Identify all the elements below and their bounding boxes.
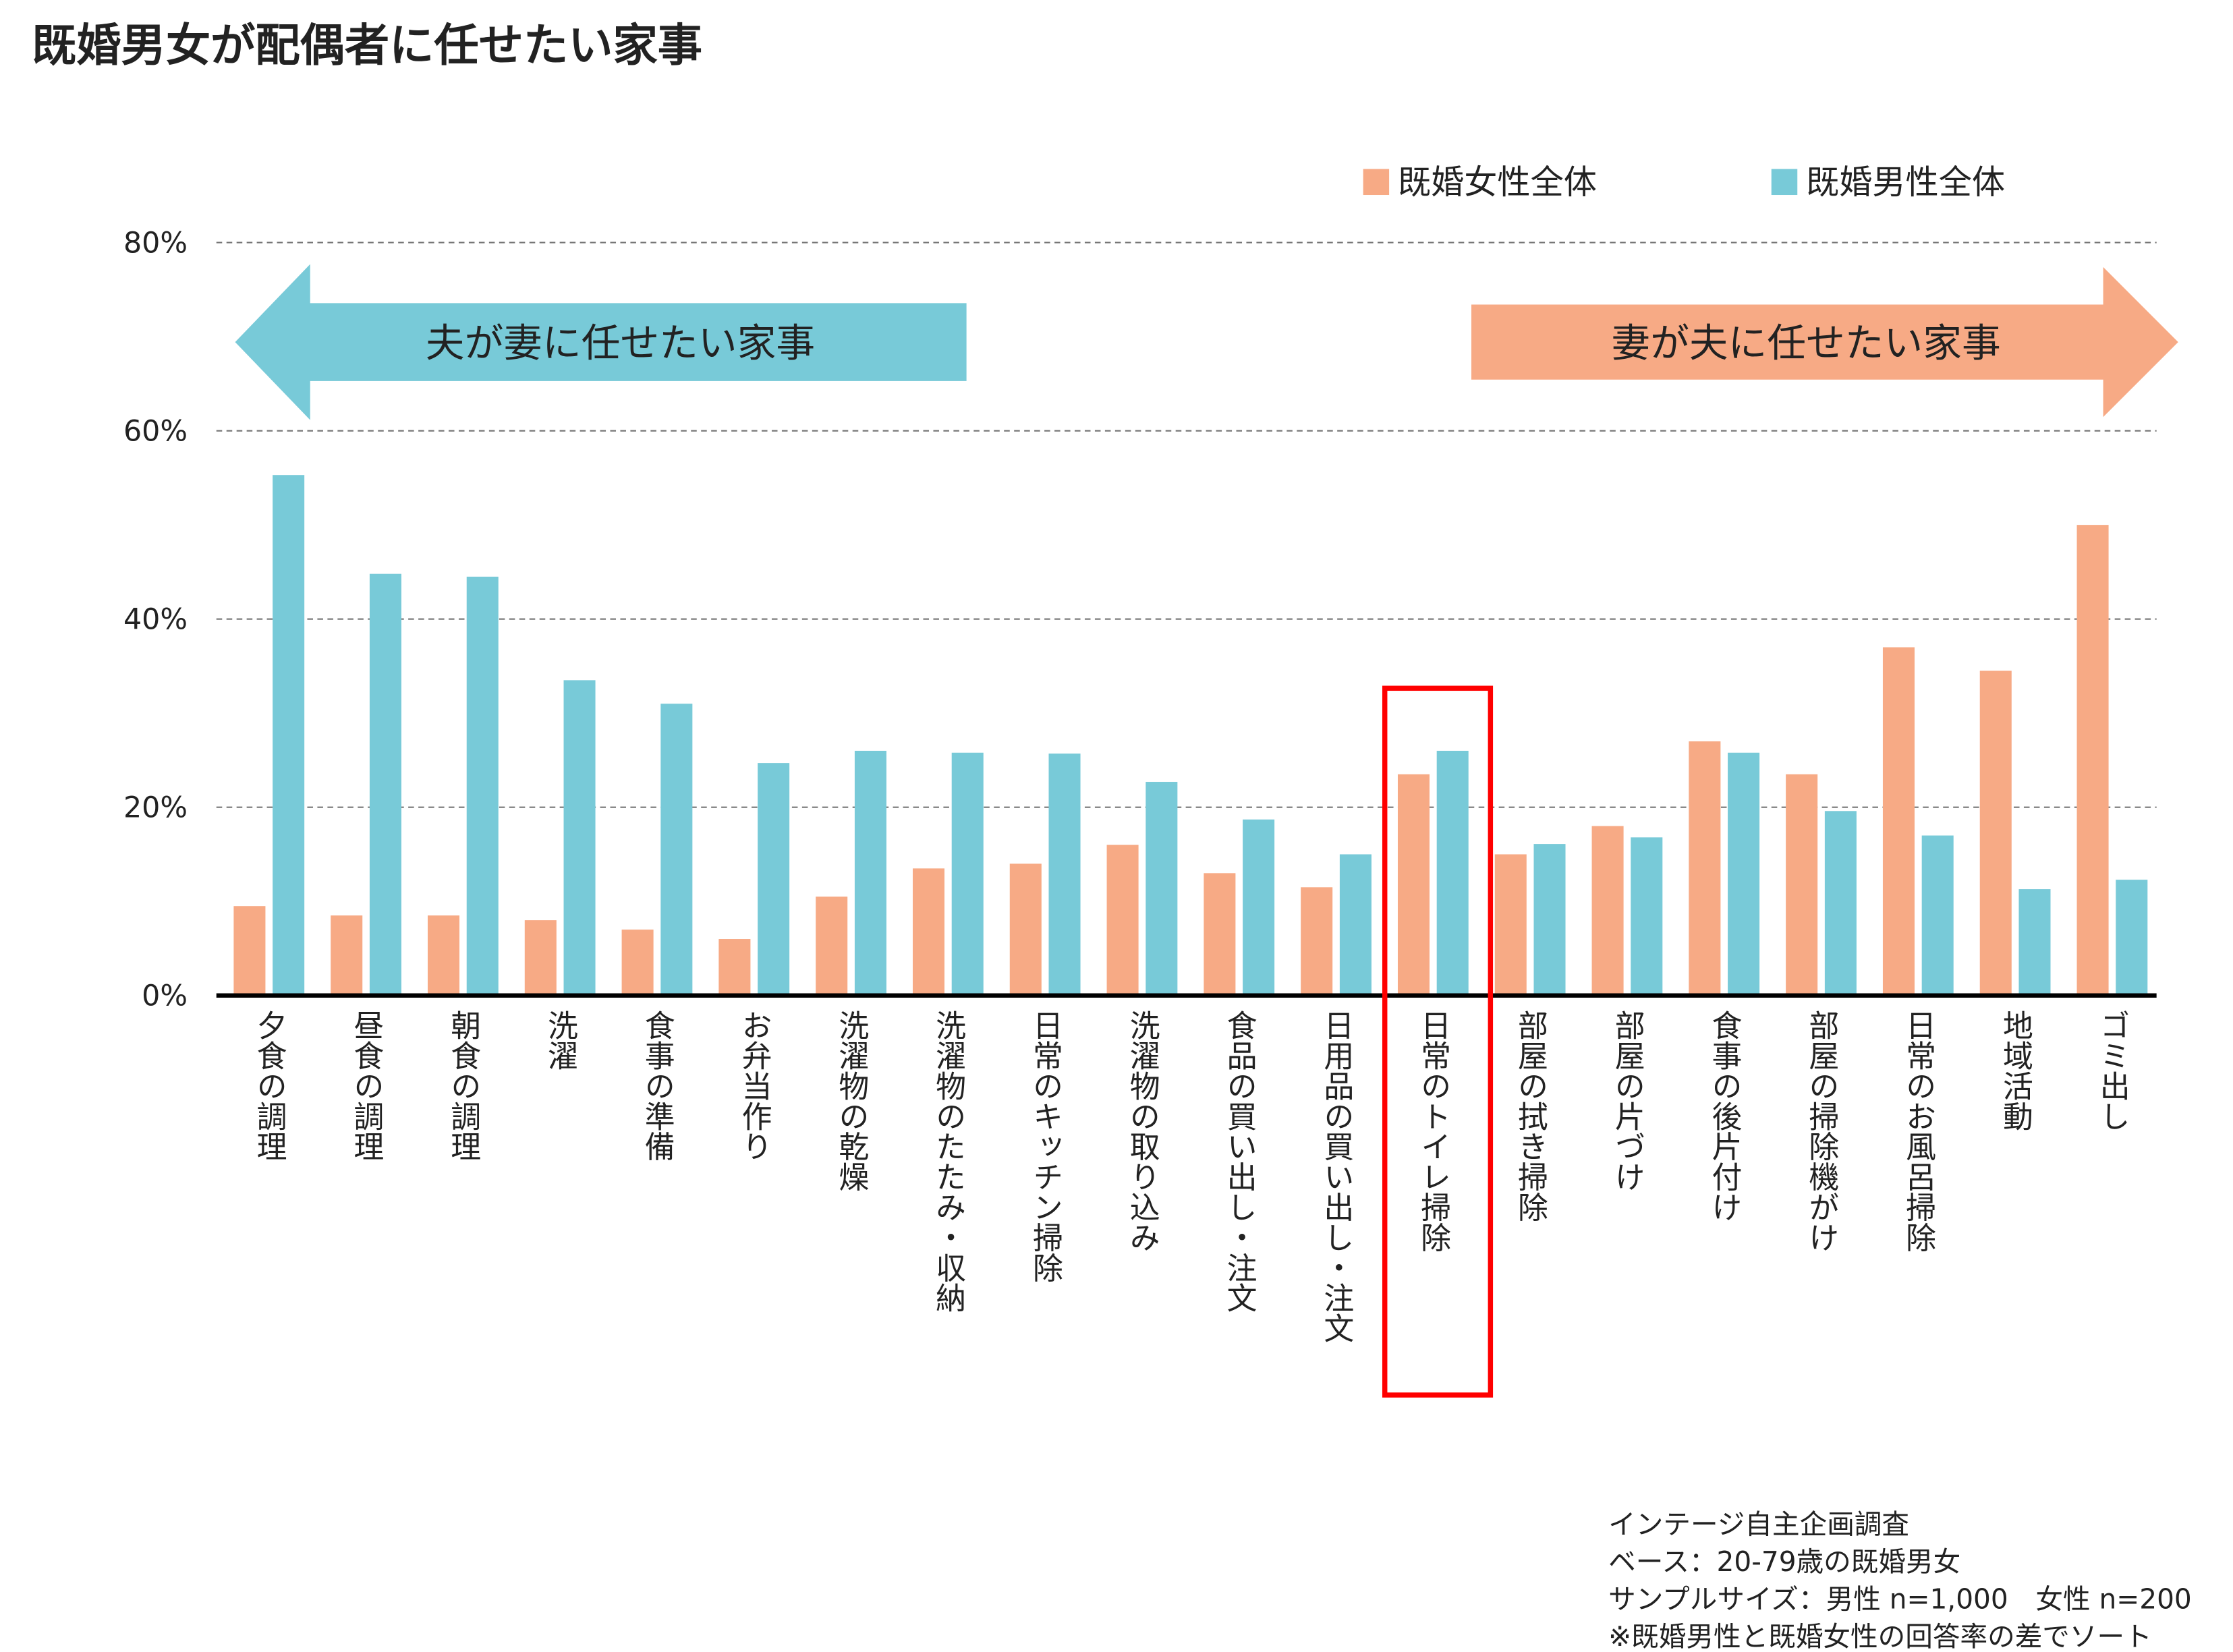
x-tick-label: 夕食の調理 <box>252 1010 287 1162</box>
bar <box>2018 889 2051 996</box>
bar <box>854 750 886 996</box>
bar <box>2076 525 2109 996</box>
notes: インテージ自主企画調査 ベース：20-79歳の既婚男女 サンプルサイズ：男性 n… <box>1608 1508 2192 1652</box>
note: インテージ自主企画調査 <box>1608 1508 1909 1540</box>
bar <box>524 920 557 996</box>
bar <box>331 915 363 996</box>
note: ベース：20-79歳の既婚男女 <box>1608 1545 1960 1578</box>
bar <box>758 763 790 996</box>
y-tick-label: 0% <box>142 979 188 1013</box>
bar <box>1533 844 1566 996</box>
bar <box>1339 854 1372 996</box>
bar <box>660 704 693 996</box>
x-tick-label: 朝食の調理 <box>445 1010 481 1162</box>
bar <box>1397 774 1430 996</box>
x-tick-label: 日常のトイレ掃除 <box>1415 1010 1451 1252</box>
y-tick-label: 20% <box>123 791 188 825</box>
note: サンプルサイズ：男性 n=1,000 女性 n=200 <box>1608 1583 2192 1615</box>
annotation: 妻が夫に任せたい家事 <box>1611 320 2000 366</box>
highlight-box <box>1382 685 1494 1398</box>
x-tick-label: 日常のキッチン掃除 <box>1027 1010 1063 1282</box>
x-tick-label: 洗濯物の取り込み <box>1125 1010 1160 1252</box>
bar <box>621 930 654 996</box>
y-tick-label: 60% <box>123 415 188 449</box>
bar <box>1689 741 1721 996</box>
x-tick-label: 部屋の片づけ <box>1610 1010 1645 1191</box>
bar <box>816 896 848 996</box>
bar <box>1494 854 1527 996</box>
bar <box>1146 782 1178 996</box>
bar <box>1243 819 1275 996</box>
legend-label: 既婚女性全体 <box>1398 163 1597 202</box>
chart-title: 既婚男女が配偶者に任せたい家事 <box>32 19 702 72</box>
x-tick-label: 地域活動 <box>1998 1010 2033 1131</box>
bar <box>1882 647 1915 996</box>
y-tick-label: 40% <box>123 603 188 637</box>
legend-label: 既婚男性全体 <box>1806 163 2005 202</box>
bar <box>1824 811 1857 996</box>
x-tick-label: ゴミ出し <box>2095 1010 2130 1131</box>
x-tick-label: 部屋の掃除機がけ <box>1803 1010 1839 1252</box>
x-tick-label: 食事の準備 <box>640 1010 675 1162</box>
bar <box>2116 880 2148 996</box>
bar <box>1728 752 1760 996</box>
bar <box>718 939 751 996</box>
bar <box>1436 750 1469 996</box>
x-tick-label: 昼食の調理 <box>348 1010 384 1162</box>
x-tick-label: 部屋の拭き掃除 <box>1513 1010 1548 1222</box>
bar <box>273 475 305 996</box>
legend-swatch <box>1363 169 1390 196</box>
bar <box>427 915 460 996</box>
bar <box>1106 845 1139 996</box>
bar <box>369 573 401 996</box>
x-tick-label: 洗濯物の乾燥 <box>833 1010 869 1191</box>
legend-swatch <box>1771 169 1798 196</box>
x-tick-label: お弁当作り <box>737 1010 772 1162</box>
x-tick-label: 食事の後片付け <box>1707 1010 1743 1222</box>
bar <box>1786 774 1818 996</box>
bar <box>1591 826 1624 996</box>
bar <box>1009 863 1042 996</box>
bar <box>1301 887 1333 996</box>
bar <box>1204 873 1236 996</box>
bar <box>563 680 596 996</box>
bar <box>1631 837 1663 996</box>
bar <box>1979 671 2012 996</box>
y-tick-label: 80% <box>123 227 188 260</box>
bar <box>912 868 945 996</box>
x-tick-label: 洗濯物のたたみ・収納 <box>930 1010 966 1313</box>
note: ※既婚男性と既婚女性の回答率の差でソート <box>1608 1620 2152 1652</box>
x-tick-label: 洗濯 <box>542 1010 578 1071</box>
annotation: 夫が妻に任せたい家事 <box>426 320 815 366</box>
bar <box>1048 753 1081 996</box>
x-tick-label: 日常のお風呂掃除 <box>1900 1010 1936 1252</box>
bar <box>233 906 266 996</box>
x-tick-label: 日用品の買い出し・注文 <box>1318 1010 1354 1343</box>
x-tick-label: 食品の買い出し・注文 <box>1222 1010 1257 1313</box>
bar <box>466 576 499 996</box>
bar <box>1921 835 1954 996</box>
bar <box>951 752 984 996</box>
